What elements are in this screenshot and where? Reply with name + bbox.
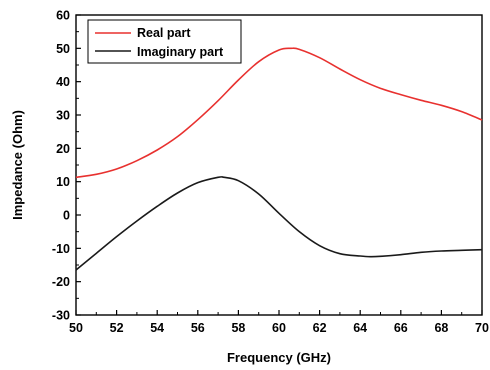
x-tick-label: 58 [231, 321, 245, 335]
series-line-real-part [75, 47, 483, 179]
x-tick-label: 68 [434, 321, 448, 335]
y-tick-label: -10 [52, 242, 70, 256]
y-tick-label: 10 [56, 175, 70, 189]
x-tick-label: 50 [69, 321, 83, 335]
y-tick-label: 40 [56, 75, 70, 89]
y-tick-label: 50 [56, 42, 70, 56]
y-tick-label: 0 [63, 209, 70, 223]
y-tick-label: -20 [52, 275, 70, 289]
y-tick-label: 30 [56, 109, 70, 123]
x-tick-label: 56 [191, 321, 205, 335]
series-lines [75, 47, 483, 271]
y-axis-title: Impedance (Ohm) [10, 110, 25, 220]
axis-ticks: 50 52 54 56 58 60 62 64 66 68 70 -30 -20 -10 0 10 20 30 40… [52, 9, 489, 336]
x-tick-label: 64 [353, 321, 367, 335]
x-tick-label: 52 [110, 321, 124, 335]
x-tick-label: 70 [475, 321, 489, 335]
x-tick-label: 60 [272, 321, 286, 335]
x-tick-label: 66 [394, 321, 408, 335]
series-line-imaginary-part [75, 175, 483, 271]
y-tick-label: 20 [56, 142, 70, 156]
legend: Real part Imaginary part [87, 19, 242, 64]
y-tick-label: -30 [52, 309, 70, 323]
x-axis-title: Frequency (GHz) [227, 350, 331, 365]
y-tick-label: 60 [56, 9, 70, 23]
x-tick-label: 62 [313, 321, 327, 335]
legend-label-real: Real part [137, 26, 191, 40]
legend-label-imag: Imaginary part [137, 45, 224, 59]
legend-box [87, 19, 242, 64]
x-tick-label: 54 [150, 321, 164, 335]
